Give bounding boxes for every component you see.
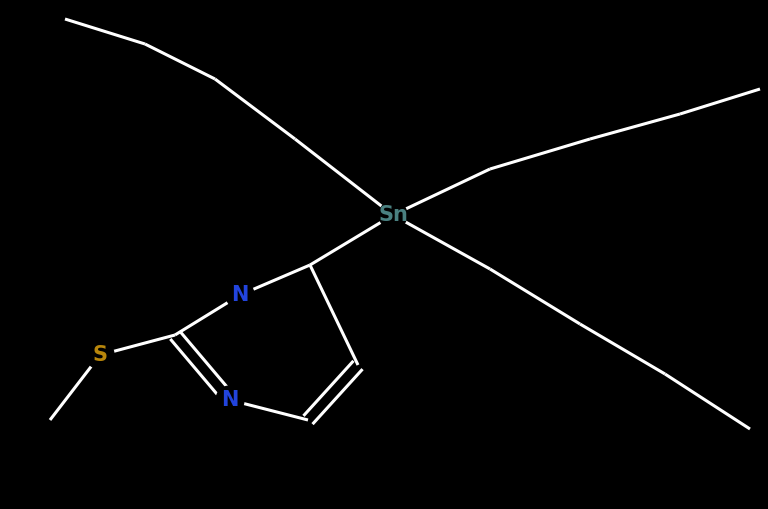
Circle shape bbox=[86, 341, 114, 369]
Text: N: N bbox=[221, 390, 239, 410]
Text: N: N bbox=[231, 285, 249, 305]
Circle shape bbox=[226, 281, 254, 309]
Circle shape bbox=[379, 201, 407, 229]
Circle shape bbox=[216, 386, 244, 414]
Text: S: S bbox=[92, 345, 108, 365]
Text: Sn: Sn bbox=[378, 205, 408, 225]
